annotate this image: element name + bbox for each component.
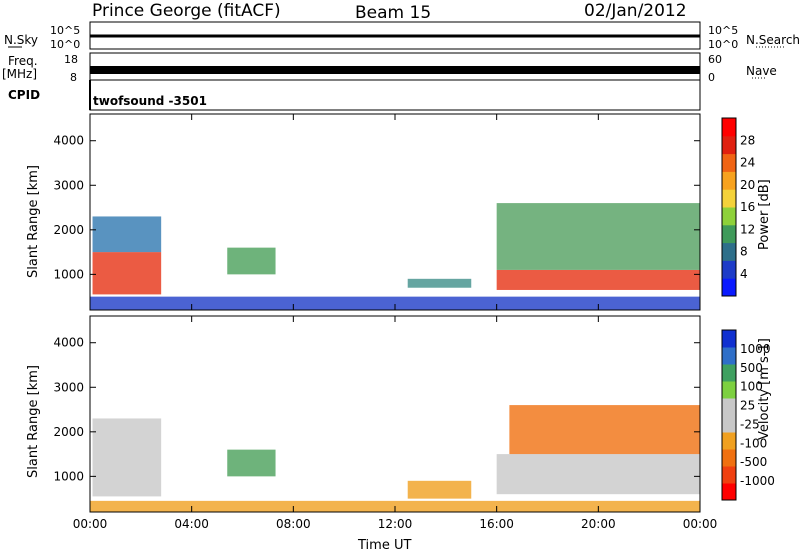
data-region-1-3 bbox=[496, 454, 700, 495]
colorbar-tick-label: 8 bbox=[740, 245, 748, 259]
freq-left-tick-top: 18 bbox=[64, 53, 78, 66]
colorbar-tick-label: 12 bbox=[740, 222, 755, 236]
data-region-1-0 bbox=[92, 418, 162, 497]
data-region-0-5 bbox=[496, 203, 700, 270]
colorbar-tick-label: -1000 bbox=[740, 474, 775, 488]
colorbar-swatch bbox=[722, 278, 736, 297]
data-region-0-0 bbox=[92, 252, 162, 295]
date-label: 02/Jan/2012 bbox=[584, 1, 687, 21]
ytick-label: 2000 bbox=[53, 425, 84, 439]
colorbar-swatch bbox=[722, 153, 736, 172]
colorbar-tick-label: 1000 bbox=[740, 342, 771, 356]
colorbar-swatch bbox=[722, 207, 736, 226]
colorbar-swatch bbox=[722, 483, 736, 501]
nsearch-label: N.Search bbox=[746, 33, 800, 47]
time-axis-label: Time UT bbox=[358, 538, 412, 553]
cpid-panel-frame bbox=[89, 79, 701, 111]
data-region-1-4 bbox=[509, 405, 700, 455]
cpid-program: twofsound -3501 bbox=[93, 94, 207, 108]
freq-trace bbox=[90, 66, 700, 74]
ytick-label: 2000 bbox=[53, 223, 84, 237]
colorbar-tick-label: 24 bbox=[740, 156, 755, 170]
xtick-label: 00:00 bbox=[683, 517, 718, 531]
data-region-1-1 bbox=[227, 449, 276, 477]
colorbar-frame bbox=[721, 329, 737, 501]
colorbar-tick-label: -500 bbox=[740, 455, 767, 469]
freq-right-tick-bottom: 0 bbox=[708, 71, 715, 84]
colorbar-swatch bbox=[722, 118, 736, 137]
noise-right-tick-top: 10^5 bbox=[708, 24, 739, 37]
xtick-label: 20:00 bbox=[581, 517, 616, 531]
ytick-label: 4000 bbox=[53, 134, 84, 148]
colorbar-swatch bbox=[722, 432, 736, 450]
nave-label: Nave bbox=[746, 64, 777, 78]
noise-left-tick-bottom: 10^0 bbox=[50, 38, 81, 51]
nsky-label: N.Sky bbox=[4, 33, 39, 47]
colorbar-swatch bbox=[722, 224, 736, 244]
ytick-label: 3000 bbox=[53, 380, 84, 394]
ytick-label: 4000 bbox=[53, 336, 84, 350]
colorbar-tick-label: 16 bbox=[740, 200, 755, 214]
colorbar-swatch bbox=[722, 398, 736, 416]
xtick-label: 16:00 bbox=[479, 517, 514, 531]
colorbar-swatch bbox=[722, 364, 736, 382]
xtick-label: 08:00 bbox=[276, 517, 311, 531]
xtick-label: 00:00 bbox=[73, 517, 108, 531]
freq-unit-label: [MHz] bbox=[2, 67, 38, 81]
colorbar-frame bbox=[721, 117, 737, 297]
data-region-0-2 bbox=[227, 247, 276, 275]
data-region-0-1 bbox=[92, 216, 162, 253]
colorbar-tick-label: 500 bbox=[740, 361, 763, 375]
colorbar-tick-label: 4 bbox=[740, 267, 748, 281]
data-region-0-4 bbox=[496, 269, 700, 290]
colorbar-swatch bbox=[722, 135, 736, 155]
xtick-label: 04:00 bbox=[174, 517, 209, 531]
colorbar-tick-label: 28 bbox=[740, 133, 755, 147]
beam-label: Beam 15 bbox=[355, 3, 432, 23]
colorbar-swatch bbox=[722, 381, 736, 399]
colorbar-swatch bbox=[722, 330, 736, 348]
freq-left-tick-bottom: 8 bbox=[70, 71, 77, 84]
colorbar-swatch bbox=[722, 347, 736, 365]
colorbar-swatch bbox=[722, 415, 736, 433]
freq-label: Freq. bbox=[8, 54, 38, 68]
noise-right-tick-bottom: 10^0 bbox=[708, 38, 739, 51]
data-region-1-2 bbox=[407, 480, 472, 499]
colorbar-tick-label: -100 bbox=[740, 436, 767, 450]
colorbar-tick-label: 100 bbox=[740, 380, 763, 394]
colorbar-swatch bbox=[722, 260, 736, 279]
ytick-label: 1000 bbox=[53, 469, 84, 483]
colorbar-swatch bbox=[722, 171, 736, 190]
noise-left-tick-top: 10^5 bbox=[50, 24, 81, 37]
ytick-label: 1000 bbox=[53, 267, 84, 281]
colorbar-swatch bbox=[722, 466, 736, 484]
colorbar-swatch bbox=[722, 189, 736, 208]
cpid-program-name: twofsound bbox=[93, 94, 165, 108]
freq-right-tick-top: 60 bbox=[708, 53, 722, 66]
cpid-program-id: -3501 bbox=[168, 94, 207, 108]
ytick-label: 3000 bbox=[53, 178, 84, 192]
cpid-label: CPID bbox=[8, 88, 41, 102]
data-region-0-3 bbox=[407, 278, 472, 288]
colorbar-swatch bbox=[722, 449, 736, 467]
colorbar-tick-label: 25 bbox=[740, 399, 755, 413]
colorbar-tick-label: 20 bbox=[740, 178, 755, 192]
colorbar-swatch bbox=[722, 242, 736, 261]
data-region-0-6 bbox=[90, 296, 700, 310]
xtick-label: 12:00 bbox=[378, 517, 413, 531]
station-title: Prince George (fitACF) bbox=[92, 1, 281, 21]
colorbar-tick-label: -25 bbox=[740, 417, 760, 431]
